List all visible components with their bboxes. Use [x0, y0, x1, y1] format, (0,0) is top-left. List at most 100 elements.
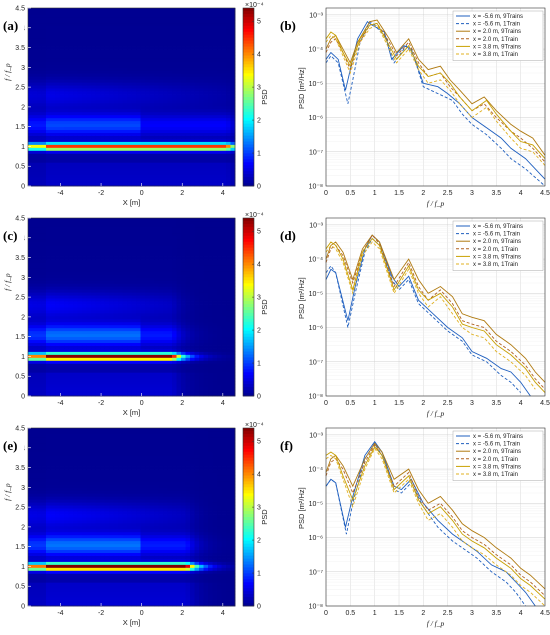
- heatmap-cell: [105, 64, 110, 67]
- heatmap-cell: [96, 174, 101, 177]
- heatmap-cell: [91, 331, 96, 334]
- heatmap-cell: [145, 14, 150, 17]
- heatmap-cell: [123, 381, 128, 384]
- heatmap-cell: [64, 44, 69, 47]
- heatmap-cell: [127, 260, 132, 263]
- heatmap-cell: [105, 307, 110, 310]
- heatmap-cell: [222, 82, 227, 85]
- heatmap-cell: [46, 127, 51, 130]
- heatmap-cell: [226, 61, 231, 64]
- heatmap-cell: [123, 64, 128, 67]
- heatmap-cell: [60, 286, 65, 289]
- heatmap-cell: [154, 334, 159, 337]
- heatmap-cell: [217, 124, 222, 127]
- heatmap-cell: [91, 50, 96, 53]
- heatmap-cell: [217, 11, 222, 14]
- heatmap-cell: [150, 79, 155, 82]
- heatmap-cell: [231, 64, 236, 67]
- heatmap-cell: [222, 94, 227, 97]
- heatmap-cell: [100, 121, 105, 124]
- heatmap-cell: [91, 147, 96, 150]
- heatmap-cell: [208, 136, 213, 139]
- heatmap-cell: [55, 139, 60, 142]
- heatmap-cell: [159, 177, 164, 180]
- heatmap-cell: [33, 144, 38, 147]
- heatmap-cell: [33, 127, 38, 130]
- heatmap-cell: [213, 118, 218, 121]
- heatmap-cell: [159, 23, 164, 26]
- heatmap-cell: [69, 316, 74, 319]
- heatmap-cell: [64, 180, 69, 183]
- heatmap-cell: [109, 142, 114, 145]
- heatmap-cell: [217, 26, 222, 29]
- heatmap-cell: [118, 268, 123, 271]
- heatmap-cell: [91, 307, 96, 310]
- heatmap-cell: [73, 156, 78, 159]
- heatmap-cell: [226, 130, 231, 133]
- heatmap-cell: [100, 357, 105, 360]
- heatmap-cell: [159, 218, 164, 221]
- heatmap-cell: [105, 248, 110, 251]
- heatmap-cell: [123, 319, 128, 322]
- heatmap-cell: [109, 340, 114, 343]
- heatmap-cell: [105, 100, 110, 103]
- heatmap-cell: [33, 242, 38, 245]
- heatmap-cell: [141, 61, 146, 64]
- heatmap-cell: [37, 357, 42, 360]
- heatmap-cell: [141, 106, 146, 109]
- heatmap-cell: [91, 369, 96, 372]
- heatmap-cell: [33, 354, 38, 357]
- heatmap-cell: [46, 44, 51, 47]
- heatmap-cell: [145, 334, 150, 337]
- heatmap-cell: [136, 8, 141, 11]
- heatmap-cell: [123, 354, 128, 357]
- heatmap-cell: [195, 58, 200, 61]
- heatmap-cell: [114, 159, 119, 162]
- heatmap-cell: [69, 325, 74, 328]
- heatmap-cell: [208, 165, 213, 168]
- heatmap-cell: [69, 79, 74, 82]
- heatmap-cell: [96, 221, 101, 224]
- x-tick-label: 4.5: [540, 190, 550, 197]
- heatmap-cell: [28, 304, 33, 307]
- x-tick-label: 3: [470, 190, 474, 197]
- heatmap-cell: [222, 44, 227, 47]
- heatmap-cell: [64, 150, 69, 153]
- heatmap-cell: [78, 310, 83, 313]
- heatmap-cell: [51, 70, 56, 73]
- heatmap-cell: [168, 313, 173, 316]
- heatmap-cell: [28, 357, 33, 360]
- heatmap-cell: [73, 280, 78, 283]
- heatmap-cell: [42, 277, 47, 280]
- heatmap-cell: [55, 319, 60, 322]
- heatmap-cell: [69, 313, 74, 316]
- heatmap-cell: [159, 384, 164, 387]
- heatmap-cell: [33, 384, 38, 387]
- heatmap-cell: [69, 53, 74, 56]
- heatmap-cell: [204, 115, 209, 118]
- heatmap-cell: [37, 352, 42, 355]
- heatmap-cell: [172, 144, 177, 147]
- heatmap-cell: [114, 124, 119, 127]
- heatmap-cell: [204, 97, 209, 100]
- heatmap-cell: [78, 221, 83, 224]
- heatmap-cell: [141, 53, 146, 56]
- heatmap-cell: [231, 133, 236, 136]
- heatmap-cell: [91, 227, 96, 230]
- heatmap-cell: [28, 14, 33, 17]
- heatmap-cell: [186, 177, 191, 180]
- heatmap-cell: [114, 38, 119, 41]
- heatmap-cell: [213, 180, 218, 183]
- heatmap-cell: [28, 136, 33, 139]
- heatmap-cell: [190, 50, 195, 53]
- heatmap-cell: [64, 130, 69, 133]
- heatmap-cell: [37, 283, 42, 286]
- heatmap-cell: [33, 14, 38, 17]
- heatmap-cell: [55, 304, 60, 307]
- heatmap-cell: [177, 286, 182, 289]
- heatmap-cell: [154, 274, 159, 277]
- heatmap-cell: [154, 349, 159, 352]
- heatmap-cell: [154, 127, 159, 130]
- heatmap-cell: [127, 165, 132, 168]
- heatmap-cell: [100, 124, 105, 127]
